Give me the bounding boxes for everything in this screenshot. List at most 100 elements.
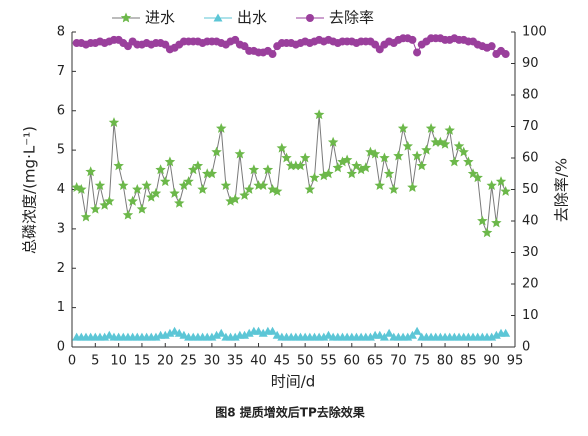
marker	[174, 328, 184, 337]
x-tick-label: 55	[320, 354, 337, 369]
marker	[439, 138, 451, 149]
marker	[132, 184, 143, 194]
y-axis-label: 总磷浓度/(mg·L⁻¹)	[21, 126, 39, 254]
marker	[408, 35, 417, 44]
caption: 图8 提质增效后TP去除效果	[215, 405, 365, 420]
marker	[458, 146, 469, 157]
marker	[85, 166, 96, 177]
x-tick-label: 25	[180, 354, 197, 369]
marker	[239, 189, 250, 200]
marker	[234, 148, 246, 159]
x-tick-label: 30	[204, 354, 221, 369]
marker	[230, 193, 241, 204]
marker	[425, 123, 437, 133]
marker	[122, 209, 134, 220]
marker	[258, 180, 269, 190]
y2-axis-label: 去除率/%	[553, 158, 571, 222]
marker	[346, 168, 357, 179]
marker	[268, 50, 277, 59]
marker	[309, 172, 320, 183]
marker	[146, 191, 157, 202]
marker	[155, 164, 166, 175]
marker	[435, 136, 446, 147]
marker	[272, 330, 282, 339]
x-tick-label: 70	[390, 354, 407, 369]
marker	[416, 160, 427, 171]
marker	[80, 211, 92, 222]
y-tick-label: 7	[57, 64, 65, 79]
marker	[486, 180, 497, 190]
marker	[467, 168, 479, 179]
y2-tick-label: 100	[522, 25, 547, 40]
marker	[244, 184, 255, 194]
marker	[421, 144, 432, 155]
marker	[94, 180, 106, 190]
y2-tick-label: 90	[522, 56, 539, 71]
x-tick-label: 75	[413, 354, 430, 369]
marker	[444, 124, 455, 135]
x-tick-label: 50	[297, 354, 314, 369]
marker	[160, 176, 171, 187]
marker	[337, 156, 348, 167]
marker	[323, 168, 334, 179]
x-tick-label: 5	[91, 354, 99, 369]
marker	[360, 162, 371, 173]
marker	[216, 328, 226, 337]
marker	[495, 176, 507, 187]
marker	[118, 180, 129, 190]
marker	[90, 203, 101, 214]
marker	[197, 184, 208, 194]
marker	[327, 136, 339, 147]
marker	[174, 197, 185, 208]
marker	[141, 180, 152, 190]
marker	[104, 330, 114, 339]
marker	[104, 195, 115, 206]
marker	[248, 164, 260, 175]
y2-tick-label: 80	[522, 88, 539, 103]
marker	[295, 160, 306, 171]
x-tick-label: 95	[507, 354, 524, 369]
marker	[188, 164, 199, 175]
y2-tick-label: 70	[522, 119, 539, 134]
marker	[76, 184, 87, 194]
y2-tick-label: 50	[522, 182, 539, 197]
x-tick-label: 80	[437, 354, 454, 369]
x-tick-label: 65	[367, 354, 384, 369]
marker	[449, 156, 460, 167]
marker	[393, 150, 404, 161]
marker	[276, 142, 288, 153]
marker	[262, 164, 274, 175]
marker	[332, 162, 343, 173]
x-tick-label: 90	[483, 354, 500, 369]
marker	[383, 168, 395, 179]
marker	[206, 168, 218, 179]
marker	[397, 123, 409, 133]
marker	[127, 195, 138, 206]
marker	[213, 13, 223, 22]
y-tick-label: 3	[57, 221, 65, 236]
y-tick-label: 6	[57, 103, 65, 118]
marker	[407, 182, 418, 192]
marker	[281, 152, 292, 163]
x-tick-label: 0	[68, 354, 76, 369]
x-tick-label: 35	[227, 354, 244, 369]
y-tick-label: 0	[57, 340, 65, 355]
marker	[220, 180, 232, 190]
y-tick-label: 8	[57, 25, 65, 40]
marker	[313, 109, 325, 120]
marker	[170, 326, 180, 335]
y2-tick-label: 20	[522, 277, 539, 292]
marker	[477, 215, 488, 226]
marker	[192, 160, 204, 171]
y-tick-label: 5	[57, 143, 65, 158]
marker	[150, 187, 162, 198]
y2-tick-label: 40	[522, 214, 539, 229]
marker	[501, 50, 510, 59]
marker	[463, 156, 474, 167]
legend-label: 出水	[237, 9, 267, 27]
x-axis-label: 时间/d	[271, 373, 316, 391]
x-tick-label: 60	[344, 354, 361, 369]
marker	[413, 48, 422, 57]
marker	[99, 199, 110, 210]
marker	[136, 203, 148, 214]
